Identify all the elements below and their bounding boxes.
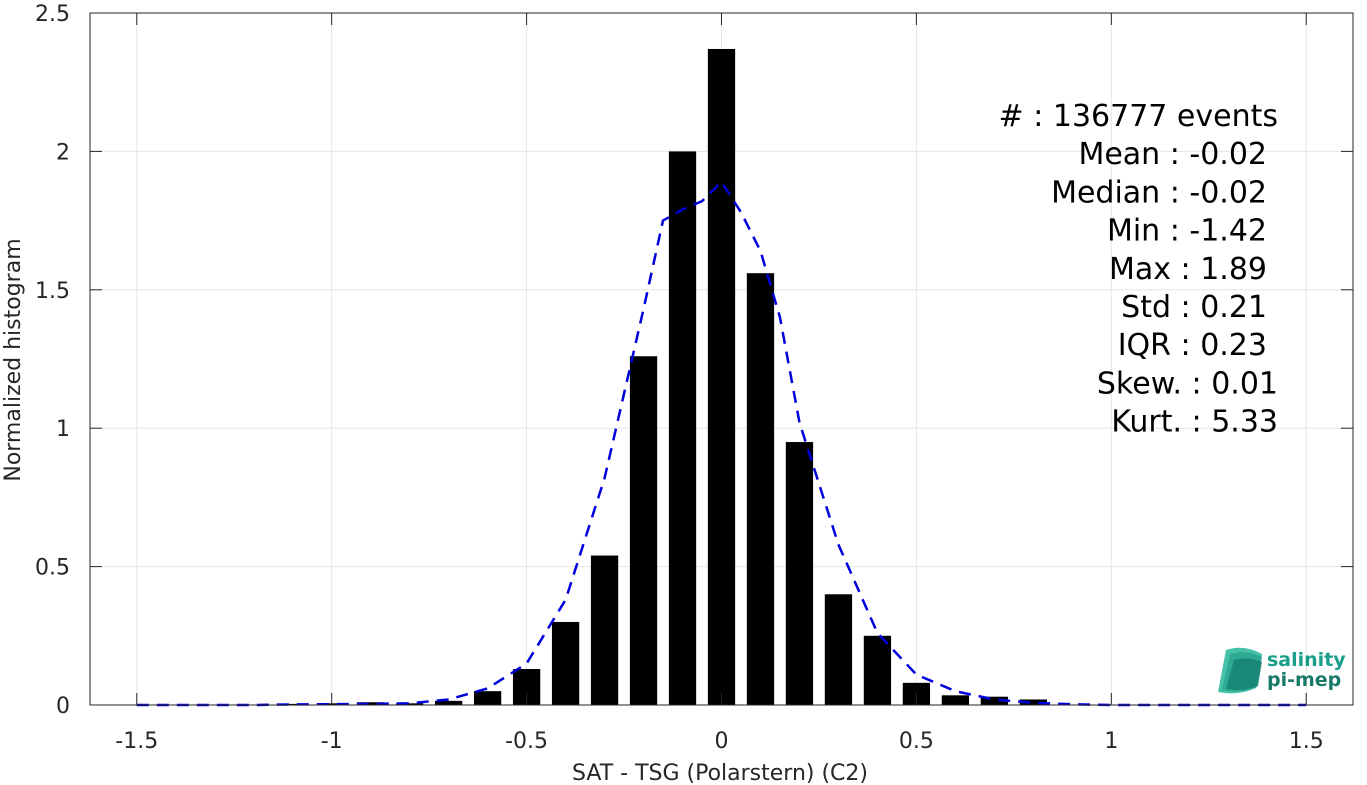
y-tick-label-4: 2	[56, 140, 70, 165]
logo-line2: pi-mep	[1267, 669, 1341, 691]
stat-line-0: # : 136777 events	[999, 99, 1278, 134]
bar-14	[824, 594, 853, 705]
logo-line1: salinity	[1267, 649, 1346, 671]
logo-waves-icon	[1218, 647, 1262, 694]
histogram-bars	[279, 48, 1047, 705]
stat-line-3: Min : -1.42	[1107, 214, 1267, 249]
bar-8	[590, 555, 619, 705]
y-tick-label-3: 1.5	[35, 279, 70, 304]
fit-curve-group	[136, 179, 1307, 707]
x-ticks: -1.5 -1 -0.5 0 0.5 1 1.5	[115, 13, 1324, 754]
stat-line-4: Max : 1.89	[1109, 252, 1267, 287]
bar-18	[980, 696, 1009, 705]
y-axis-label: Normalized histogram	[1, 238, 26, 481]
x-tick-label-5: 1	[1104, 729, 1118, 754]
stat-line-5: Std : 0.21	[1121, 290, 1267, 325]
bar-19	[1019, 699, 1047, 705]
x-axis-label: SAT - TSG (Polarstern) (C2)	[572, 761, 868, 785]
fit-curve	[136, 179, 1307, 707]
bar-11	[707, 48, 736, 705]
y-tick-label-1: 0.5	[35, 556, 70, 581]
bar-10	[668, 151, 697, 705]
bar-5	[473, 691, 502, 705]
stat-line-2: Median : -0.02	[1051, 175, 1267, 210]
y-ticks: 0 0.5 1 1.5 2 2.5	[35, 2, 1353, 719]
stat-line-7: Skew. : 0.01	[1097, 366, 1278, 401]
bar-2	[357, 702, 385, 705]
x-tick-label-3: 0	[715, 729, 729, 754]
bar-7	[551, 621, 580, 705]
bar-15	[863, 635, 892, 705]
y-tick-label-5: 2.5	[35, 2, 70, 27]
stat-line-6: IQR : 0.23	[1118, 328, 1267, 363]
bar-13	[785, 442, 814, 705]
stat-line-8: Kurt. : 5.33	[1111, 405, 1278, 440]
bar-9	[629, 356, 658, 705]
bar-3	[396, 703, 424, 705]
bar-0	[279, 703, 307, 705]
x-tick-label-1: -1	[321, 729, 343, 754]
x-tick-label-6: 1.5	[1289, 729, 1324, 754]
x-tick-label-0: -1.5	[115, 729, 158, 754]
y-tick-label-2: 1	[56, 417, 70, 442]
bar-4	[434, 700, 463, 705]
bar-17	[941, 695, 970, 705]
x-tick-label-2: -0.5	[505, 729, 548, 754]
stat-line-1: Mean : -0.02	[1078, 137, 1267, 172]
salinity-pi-mep-logo: salinity pi-mep	[1218, 647, 1346, 694]
x-tick-label-4: 0.5	[899, 729, 934, 754]
y-tick-label-0: 0	[56, 694, 70, 719]
bar-12	[746, 273, 775, 705]
